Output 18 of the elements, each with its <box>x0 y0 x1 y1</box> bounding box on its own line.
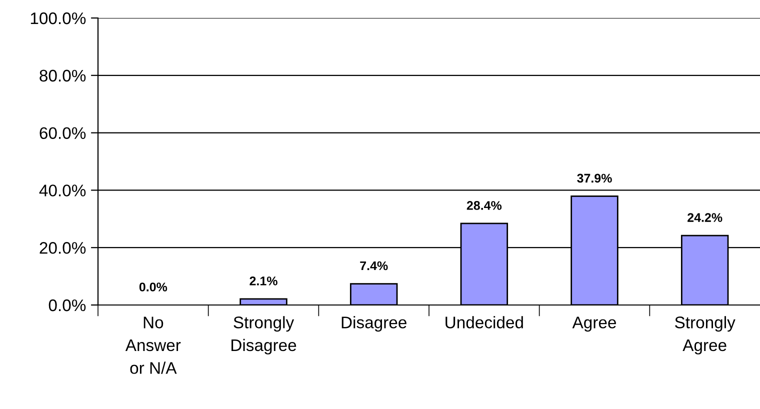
data-label: 28.4% <box>466 201 502 210</box>
data-label: 2.1% <box>250 276 278 286</box>
x-tick-label: Strongly Disagree <box>232 316 296 354</box>
x-tick-label: Undecided <box>446 316 523 328</box>
x-tick-label: Agree <box>572 316 616 332</box>
y-tick-label: 100.0% <box>30 12 86 24</box>
x-tick-label: No Answer or N/A <box>125 316 181 374</box>
x-tick-label: Disagree <box>342 316 406 332</box>
y-tick-label: 40.0% <box>39 184 86 196</box>
data-label: 0.0% <box>139 282 168 292</box>
data-label: 24.2% <box>688 213 722 222</box>
data-label: 37.9% <box>577 174 612 183</box>
y-tick-label: 80.0% <box>40 70 86 82</box>
y-tick-label: 60.0% <box>40 127 86 140</box>
data-label: 7.4% <box>360 261 388 270</box>
y-tick-label: 20.0% <box>40 242 86 254</box>
y-tick-label: 0.0% <box>48 299 86 312</box>
x-tick-label: Strongly Agree <box>675 316 736 354</box>
